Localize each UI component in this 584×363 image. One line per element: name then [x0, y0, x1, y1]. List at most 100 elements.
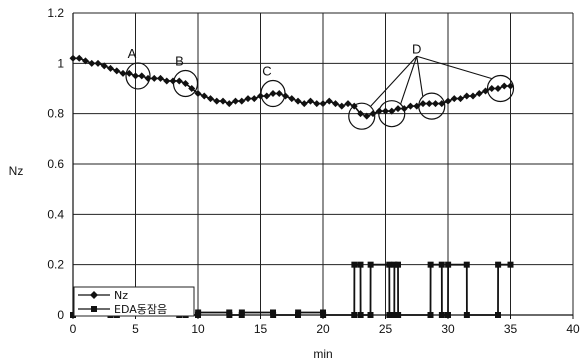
- data-point: [294, 97, 302, 105]
- data-point: [395, 312, 402, 318]
- data-point: [219, 97, 227, 105]
- legend-marker-eda: [91, 306, 97, 312]
- data-point: [244, 95, 252, 103]
- data-point: [351, 261, 358, 268]
- data-point: [494, 85, 502, 92]
- data-point: [444, 97, 452, 105]
- data-point: [263, 92, 271, 100]
- data-point: [427, 261, 434, 268]
- data-point: [500, 82, 508, 90]
- data-point: [194, 90, 202, 98]
- series-nz: [69, 54, 514, 120]
- y-tick-label: 1: [57, 56, 64, 70]
- x-tick-label: 40: [566, 322, 580, 336]
- x-tick-label: 15: [254, 322, 268, 336]
- data-point: [495, 261, 502, 268]
- highlight-circle: [260, 79, 286, 108]
- data-point: [125, 69, 133, 77]
- data-point: [344, 100, 352, 108]
- data-point: [226, 312, 233, 318]
- data-point: [269, 90, 277, 98]
- annotation-label: D: [412, 41, 421, 56]
- data-point: [475, 90, 483, 98]
- data-point: [270, 312, 277, 318]
- series-group: [69, 54, 514, 318]
- data-point: [357, 312, 364, 318]
- data-point: [463, 312, 470, 318]
- data-point: [363, 112, 371, 120]
- data-point: [391, 261, 398, 268]
- data-point: [213, 97, 221, 105]
- data-point: [320, 312, 327, 318]
- data-point: [407, 102, 414, 110]
- x-tick-label: 10: [191, 322, 205, 336]
- x-tick-label: 20: [316, 322, 330, 336]
- annotation-d: D: [348, 41, 515, 130]
- annotation-label: A: [128, 46, 137, 61]
- annotation-c: C: [260, 64, 286, 108]
- y-tick-label: 0: [57, 308, 64, 322]
- data-point: [438, 261, 445, 268]
- data-point: [357, 110, 364, 118]
- data-point: [325, 97, 333, 105]
- data-point: [394, 105, 402, 113]
- annotation-label: B: [175, 53, 184, 68]
- legend-marker-nz: [90, 291, 98, 299]
- data-point: [238, 309, 245, 316]
- annotation-arrow: [416, 56, 424, 97]
- data-point: [69, 54, 77, 62]
- annotation-arrow: [370, 55, 418, 107]
- data-point: [232, 97, 239, 105]
- data-point: [138, 72, 146, 80]
- data-point: [351, 312, 358, 318]
- y-tick-label: 0.8: [47, 107, 64, 121]
- data-point: [427, 312, 434, 318]
- legend: Nz EDA동잠음: [73, 286, 195, 317]
- data-point: [463, 92, 471, 100]
- legend-label-nz: Nz: [114, 289, 128, 302]
- data-point: [457, 95, 464, 103]
- data-point: [113, 67, 121, 75]
- data-point: [319, 100, 327, 108]
- data-point: [450, 95, 458, 103]
- data-point: [463, 261, 470, 268]
- data-point: [225, 100, 233, 108]
- highlight-circle: [348, 102, 376, 130]
- data-point: [75, 54, 83, 62]
- data-point: [332, 100, 339, 108]
- data-point: [119, 69, 127, 77]
- data-point: [207, 95, 214, 103]
- data-point: [369, 110, 377, 118]
- data-point: [288, 95, 296, 103]
- highlight-circle: [486, 74, 515, 103]
- x-tick-label: 25: [379, 322, 393, 336]
- x-tick-label: 30: [441, 322, 455, 336]
- y-axis-label: Nz: [9, 164, 24, 178]
- data-point: [386, 261, 393, 268]
- data-point: [395, 261, 401, 268]
- data-point: [388, 107, 396, 115]
- data-point: [488, 85, 496, 92]
- data-point: [300, 100, 308, 108]
- data-point: [367, 312, 374, 318]
- y-tick-label: 1.2: [47, 6, 64, 20]
- data-point: [386, 312, 393, 318]
- data-point: [445, 312, 451, 318]
- highlight-circle: [172, 69, 199, 98]
- data-point: [445, 261, 452, 268]
- tick-labels: 0 0.2 0.4 0.6 0.8 1 1.2 0 5 10 15 20 25 30 35 40: [47, 6, 580, 336]
- data-point: [188, 85, 196, 92]
- data-point: [391, 312, 398, 318]
- data-point: [495, 312, 501, 318]
- data-point: [250, 95, 258, 103]
- data-point: [275, 90, 283, 98]
- data-point: [295, 309, 302, 316]
- data-point: [182, 79, 189, 87]
- highlight-circle: [378, 100, 406, 128]
- x-tick-label: 35: [504, 322, 518, 336]
- annotations: A B C D: [125, 41, 515, 130]
- data-point: [238, 97, 246, 105]
- data-point: [382, 107, 389, 115]
- data-point: [313, 100, 321, 108]
